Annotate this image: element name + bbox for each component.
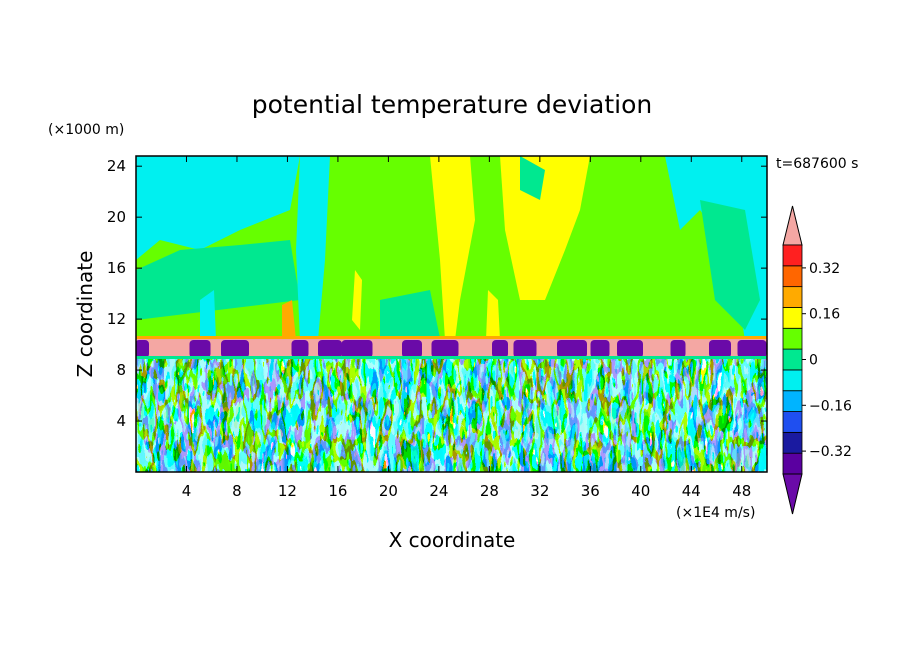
x-tick-label: 12 xyxy=(278,482,297,500)
colorbar-top-extension xyxy=(782,205,803,246)
colorbar-tick-label: 0.16 xyxy=(809,307,840,323)
inversion-blob xyxy=(737,340,767,358)
x-tick-label: 48 xyxy=(732,482,751,500)
inversion-bottom-edge xyxy=(136,356,767,359)
time-label: t=687600 s xyxy=(776,156,858,172)
x-tick-label: 44 xyxy=(682,482,701,500)
inversion-blob xyxy=(402,340,422,358)
x-axis-label: X coordinate xyxy=(389,528,516,552)
inversion-blob xyxy=(590,340,610,358)
y-unit-label: (×1000 m) xyxy=(48,122,124,138)
y-tick-label: 16 xyxy=(107,259,126,277)
colorbar-segment xyxy=(782,327,803,350)
y-tick-label: 8 xyxy=(116,361,126,379)
chart-title: potential temperature deviation xyxy=(252,90,652,119)
x-tick-label: 16 xyxy=(328,482,347,500)
colorbar-segment xyxy=(782,265,803,288)
plot-area xyxy=(136,156,767,472)
y-tick-label: 4 xyxy=(116,412,126,430)
inversion-blob xyxy=(617,340,643,358)
colorbar-segment xyxy=(782,286,803,308)
x-tick-label: 32 xyxy=(530,482,549,500)
upper-patch xyxy=(136,240,300,320)
inversion-blob xyxy=(513,340,537,358)
colorbar: 0.32 0.16 0 −0.16 −0.32 xyxy=(782,205,852,515)
inversion-top-edge xyxy=(136,336,767,339)
colorbar-segment xyxy=(782,348,803,371)
upper-patch xyxy=(282,300,296,340)
upper-layer-patches xyxy=(136,156,767,340)
inversion-blob xyxy=(431,340,459,358)
x-tick-label: 24 xyxy=(429,482,448,500)
colorbar-segment xyxy=(782,369,803,392)
colorbar-segment xyxy=(782,390,803,412)
upper-patch xyxy=(700,200,760,330)
colorbar-segment xyxy=(782,452,803,475)
upper-patch xyxy=(200,290,216,340)
colorbar-segment xyxy=(782,244,803,267)
inversion-blob xyxy=(221,340,249,358)
upper-patch xyxy=(520,156,545,200)
inversion-blob xyxy=(670,340,686,358)
x-tick-label: 28 xyxy=(480,482,499,500)
colorbar-segment xyxy=(782,431,803,454)
y-tick-label: 12 xyxy=(107,310,126,328)
colorbar-tick-label: 0 xyxy=(809,353,818,369)
colorbar-segment xyxy=(782,307,803,329)
inversion-blob xyxy=(318,340,342,358)
inversion-blob xyxy=(291,340,309,358)
colorbar-tick-label: 0.32 xyxy=(809,261,840,277)
colorbar-tick-label: −0.32 xyxy=(809,444,852,460)
y-tick-label: 20 xyxy=(107,208,126,226)
convective-layer-field xyxy=(136,358,767,472)
x-tick-label: 36 xyxy=(581,482,600,500)
upper-patch xyxy=(500,156,590,300)
upper-patch xyxy=(296,156,330,340)
upper-patch xyxy=(486,290,500,340)
x-tick-label: 8 xyxy=(232,482,242,500)
inversion-blob xyxy=(709,340,731,358)
inversion-blob xyxy=(136,340,149,358)
upper-patch xyxy=(430,156,475,340)
upper-patch xyxy=(352,270,362,330)
inversion-band xyxy=(136,336,767,359)
inversion-blob xyxy=(557,340,587,358)
plot-frame xyxy=(135,155,768,473)
upper-patch xyxy=(136,156,300,260)
colorbar-segment xyxy=(782,411,803,433)
x-tick-label: 20 xyxy=(379,482,398,500)
colorbar-tick-label: −0.16 xyxy=(809,398,852,414)
inversion-blob xyxy=(189,340,211,358)
y-axis-label: Z coordinate xyxy=(73,251,97,378)
x-tick-label: 4 xyxy=(182,482,192,500)
inversion-blob xyxy=(492,340,508,358)
inversion-blob xyxy=(341,340,373,358)
x-tick-label: 40 xyxy=(631,482,650,500)
x-unit-label: (×1E4 m/s) xyxy=(676,505,755,521)
colorbar-bottom-extension xyxy=(782,473,803,515)
y-tick-label: 24 xyxy=(107,157,126,175)
upper-patch xyxy=(380,290,440,338)
